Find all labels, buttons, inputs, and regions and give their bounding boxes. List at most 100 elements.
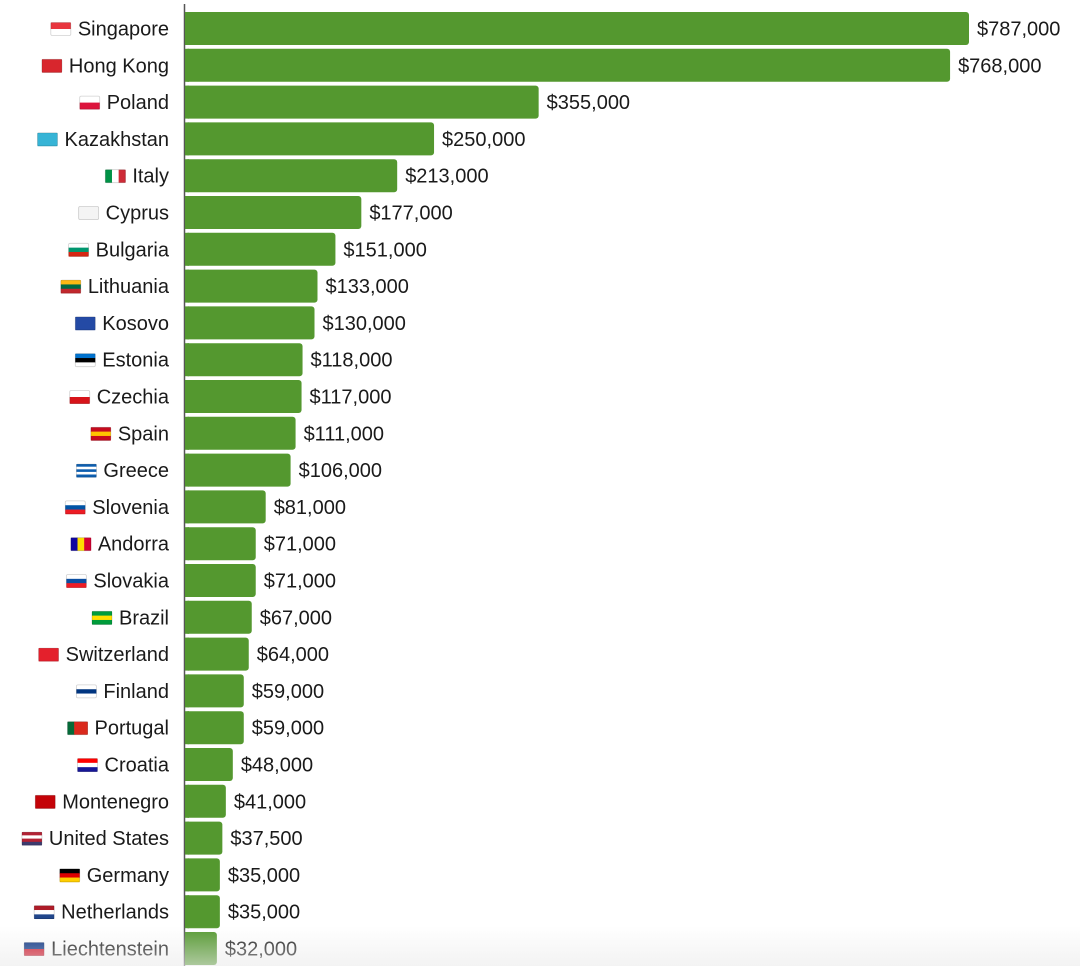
bar	[185, 232, 336, 266]
flag-icon	[64, 500, 86, 515]
flag-icon	[90, 426, 112, 441]
chart-row: $59,000 Portugal	[67, 711, 324, 745]
value-label: $67,000	[260, 607, 332, 629]
category-label: Kosovo	[102, 313, 169, 335]
bar-base	[185, 932, 189, 965]
bar-base	[185, 748, 189, 781]
value-label: $787,000	[977, 19, 1060, 41]
category-label: Greece	[103, 460, 169, 482]
category-label: Cyprus	[106, 203, 169, 225]
bar-base	[185, 821, 189, 855]
bar	[185, 380, 302, 413]
category-label: Liechtenstein	[51, 939, 169, 961]
bar-base	[185, 895, 189, 929]
chart-row: $787,000 Singapore	[50, 12, 1060, 45]
category-label: Slovakia	[93, 571, 169, 593]
value-label: $41,000	[234, 791, 306, 813]
value-label: $111,000	[304, 423, 384, 445]
flag-icon	[68, 242, 90, 257]
chart-row: $133,000 Lithuania	[60, 269, 409, 303]
flag-icon	[91, 610, 113, 625]
category-label: Singapore	[78, 19, 169, 41]
category-label: Netherlands	[61, 902, 169, 924]
value-label: $117,000	[310, 387, 392, 409]
flag-icon	[79, 95, 101, 110]
bar-base	[185, 12, 189, 45]
bar	[185, 159, 398, 193]
chart-row: $177,000 Cyprus	[78, 196, 453, 229]
chart-row: $106,000 Greece	[76, 453, 382, 487]
bar	[185, 674, 244, 708]
flag-icon	[37, 132, 58, 147]
bar	[185, 12, 969, 45]
category-label: Hong Kong	[69, 55, 169, 77]
bar-base	[185, 527, 189, 561]
category-label: Lithuania	[88, 276, 170, 298]
chart-row: $32,000 Liechtenstein	[23, 932, 297, 965]
category-label: Croatia	[105, 755, 170, 777]
flag-icon	[23, 942, 45, 956]
bar	[185, 416, 296, 450]
bar-base	[185, 416, 189, 450]
bar	[185, 748, 233, 781]
value-label: $130,000	[323, 313, 406, 335]
bar	[185, 343, 303, 377]
chart-row: $35,000 Netherlands	[33, 895, 300, 929]
category-label: Switzerland	[66, 644, 169, 666]
bar-base	[185, 380, 189, 413]
chart-row: $250,000 Kazakhstan	[37, 122, 525, 156]
category-label: Spain	[118, 423, 169, 445]
flag-icon	[38, 647, 60, 662]
bar-base	[185, 637, 189, 671]
flag-icon	[77, 758, 98, 772]
value-label: $81,000	[274, 497, 346, 519]
bar	[185, 85, 539, 119]
chart-row: $59,000 Finland	[75, 674, 324, 708]
category-label: Kazakhstan	[64, 129, 169, 151]
bar	[185, 196, 362, 229]
value-label: $106,000	[299, 460, 382, 482]
bar	[185, 122, 435, 156]
flag-icon	[50, 22, 72, 36]
bar	[185, 269, 318, 303]
bar	[185, 858, 220, 892]
bar	[185, 527, 256, 561]
bar	[185, 48, 951, 82]
flag-icon	[59, 868, 81, 883]
value-label: $64,000	[257, 644, 329, 666]
flag-icon	[69, 390, 91, 404]
flag-icon	[76, 463, 97, 478]
flag-icon	[65, 574, 87, 588]
bar	[185, 932, 217, 965]
category-label: Bulgaria	[96, 239, 170, 261]
value-label: $768,000	[958, 55, 1041, 77]
value-label: $355,000	[547, 92, 630, 114]
value-label: $59,000	[252, 681, 324, 703]
chart-row: $71,000 Andorra	[70, 527, 336, 561]
bar	[185, 895, 220, 929]
category-label: United States	[49, 828, 169, 850]
value-label: $32,000	[225, 939, 297, 961]
bar-base	[185, 490, 189, 524]
flag-icon	[74, 316, 96, 331]
chart-row: $118,000 Estonia	[74, 343, 392, 377]
value-label: $35,000	[228, 865, 300, 887]
category-label: Poland	[107, 92, 169, 114]
bar	[185, 306, 315, 340]
chart-row: $37,500 United States	[21, 821, 303, 855]
value-label: $133,000	[325, 276, 408, 298]
chart-row: $41,000 Montenegro	[34, 784, 306, 818]
chart-row: $81,000 Slovenia	[64, 490, 346, 524]
bar-base	[185, 784, 189, 818]
flag-icon	[70, 537, 92, 552]
category-label: Finland	[103, 681, 169, 703]
chart-row: $67,000 Brazil	[91, 600, 332, 634]
category-label: Germany	[87, 865, 169, 887]
value-label: $213,000	[405, 166, 488, 188]
value-label: $250,000	[442, 129, 525, 151]
flag-icon	[33, 905, 55, 920]
bar	[185, 453, 291, 487]
bar	[185, 784, 226, 818]
bar	[185, 821, 223, 855]
